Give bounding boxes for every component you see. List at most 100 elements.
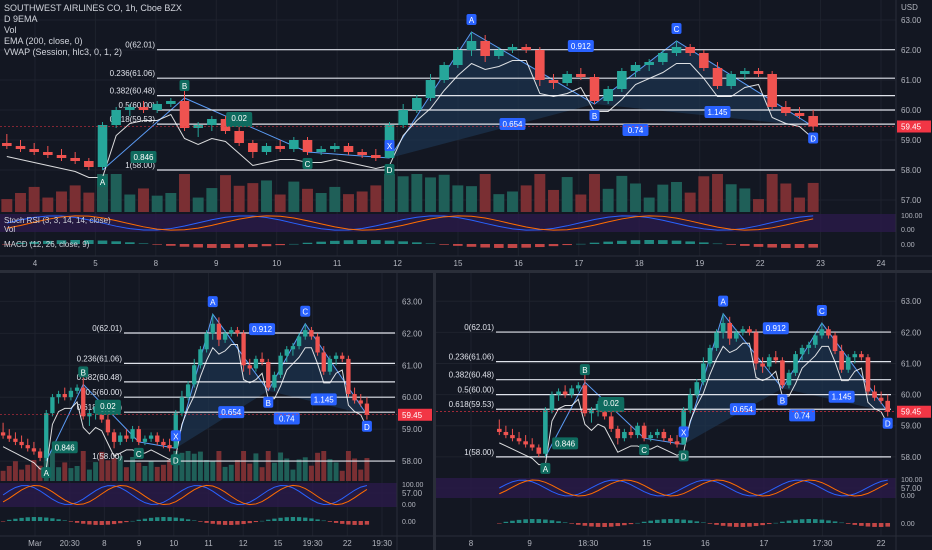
candle-body [523,441,528,445]
ratio-label: 1.145 [707,108,728,117]
candle-body [303,330,308,337]
candle-body [701,363,706,383]
ratio-label: 1.145 [832,393,853,402]
candle-body [118,435,123,442]
candle-body [241,333,246,366]
macd-histogram-bar [19,517,24,521]
volume-bar [234,460,240,481]
volume-bar [69,185,81,212]
macd-histogram-bar [161,517,166,521]
candle-body [290,346,296,350]
candle-body [81,387,86,417]
macd-histogram-bar [826,520,831,523]
candle-body [74,387,80,391]
candle-body [799,347,805,355]
price-axis-label: 58.00 [901,166,922,175]
candle-body [521,47,531,50]
candle-body [812,335,818,345]
macd-histogram-bar [166,244,176,246]
price-axis-label: 57.00 [901,484,922,493]
volume-bar [28,186,40,212]
candle-body [13,438,18,442]
panel-divider-horizontal[interactable] [0,270,932,273]
candle-body [19,441,24,446]
ratio-badge [729,403,756,416]
last-price-label: 59.45 [901,123,922,132]
indicator-9ema[interactable]: D 9EMA [4,14,38,24]
left-chart-canvas[interactable]: 0(62.01) 0.236(61.06) 0.382(60.48) 0.5(60.0… [0,273,433,550]
macd-histogram-bar [56,240,67,244]
left-chart-panel[interactable]: 0(62.01) 0.236(61.06) 0.382(60.48) 0.5(60.0… [0,273,433,550]
ratio-badge [828,390,855,403]
fib-level-label: 1(58.00) [464,448,494,457]
right-chart-panel[interactable]: 0(62.01) 0.236(61.06) 0.382(60.48) 0.5(60.0… [436,273,932,550]
macd-histogram-bar [261,244,272,247]
candle-body [671,47,682,53]
macd-histogram-bar [266,519,271,521]
macd-histogram-bar [357,240,367,244]
indicator-vwap[interactable]: VWAP (Session, hlc3, 0, 1, 2) [4,47,123,57]
candle-body [630,65,641,71]
right-chart-canvas[interactable]: 0(62.01) 0.236(61.06) 0.382(60.48) 0.5(60.0… [436,273,932,550]
macd-histogram-bar [727,523,733,527]
time-axis-label: 17 [574,259,583,268]
time-axis-label: 17 [759,539,768,548]
candle-body [808,116,818,127]
candle-body [760,363,765,367]
pattern-point-badge [78,366,89,378]
pattern-point-badge [579,364,590,376]
candle-body [885,400,891,412]
macd-histogram-bar [321,520,326,522]
pattern-point-label: A [44,469,50,478]
pattern-point-badge [678,450,689,462]
macd-histogram-bar [192,520,197,522]
time-axis-label: 19:30 [303,539,324,548]
macd-histogram-bar [878,523,884,527]
volume-bar [671,181,682,212]
candle-body [105,419,111,433]
indicator-ema200[interactable]: EMA (200, close, 0) [4,36,83,46]
volume-bar [315,193,327,212]
macd-histogram-bar [510,520,515,523]
macd-histogram-bar [494,244,504,248]
volume-bar [165,193,177,212]
macd-histogram-bar [284,517,289,521]
volume-bar [278,452,284,481]
volume-bar [452,185,464,212]
candle-body [562,391,568,395]
macd-histogram-bar [343,240,354,244]
fib-level-label: 0.5(60.00) [86,388,123,397]
volume-bar [271,462,277,481]
candle-body [556,391,561,395]
macd-histogram-bar [658,240,668,244]
price-axis-label: 60.00 [901,106,922,115]
candle-body [582,385,588,414]
time-axis-label: 5 [93,259,98,268]
macd-histogram-bar [714,523,719,525]
candle-body [826,329,831,336]
candle-body [0,432,6,436]
macd-histogram-bar [582,523,588,526]
indicator-vol[interactable]: Vol [4,25,17,35]
panel-divider-vertical[interactable] [433,273,436,550]
ratio-badge [552,437,579,450]
fib-level-label: 0.236(61.06) [110,69,156,78]
candle-body [453,50,463,65]
price-axis-label: 61.00 [402,361,423,370]
candle-body [7,435,12,439]
candle-body [261,146,272,152]
macd-histogram-bar [105,521,111,525]
candle-body [192,365,197,385]
main-chart-canvas[interactable]: 0(62.01) 0.236(61.06) 0.382(60.48) 0.5(60.0… [0,0,932,270]
macd-histogram-bar [81,521,86,524]
pattern-point-badge [384,140,395,151]
macd-histogram-bar [726,244,736,245]
candle-body [352,394,357,401]
candle-body [635,425,640,436]
macd-histogram-bar [648,520,654,523]
stoch-d-line [6,215,814,231]
macd-histogram-bar [315,519,320,521]
pattern-point-badge [133,447,144,459]
volume-bar [296,459,302,481]
main-chart-panel[interactable]: 0(62.01) 0.236(61.06) 0.382(60.48) 0.5(60.0… [0,0,932,270]
